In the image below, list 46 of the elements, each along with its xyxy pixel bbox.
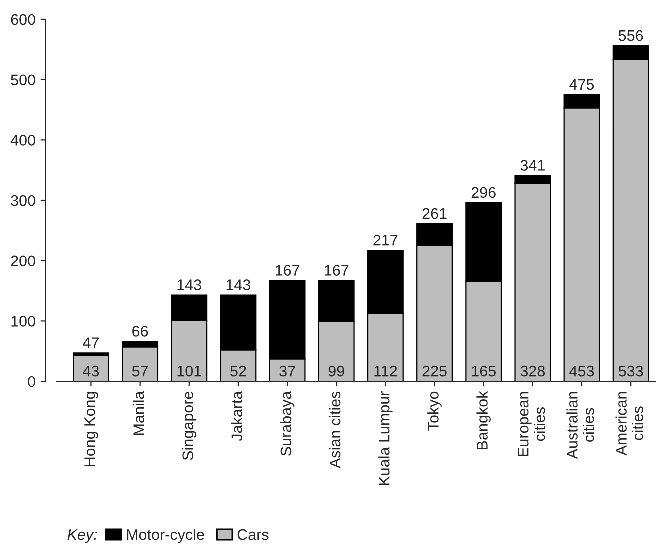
total-label: 167 [325,265,349,276]
y-tick-label: 200 [11,256,36,267]
data-label: 453 [570,366,594,377]
x-tick-label: Singapore [182,392,196,460]
total-label: 341 [520,160,545,171]
x-tick-label: Kuala Lumpur [378,392,393,486]
x-tick-label: Tokyo [428,392,442,431]
y-tick-label: 300 [11,195,36,206]
y-tick-label: 400 [10,135,36,146]
y-tick-label: 0 [28,376,36,388]
y-tick-label: 100 [12,316,36,327]
x-tick-label: Jakarta [231,391,243,442]
total-label: 167 [276,265,300,276]
total-label: 143 [178,280,202,290]
legend-label: Motor-cycle [127,529,204,544]
data-label: 328 [520,366,546,377]
data-label: 112 [374,366,398,377]
legend-title: Key: [68,530,98,544]
x-tick-label: Hong Kong [84,392,98,466]
data-label: 99 [328,366,344,377]
data-label: 43 [83,366,100,377]
data-label: 225 [422,366,447,377]
total-label: 296 [472,187,496,198]
data-label: 37 [280,366,296,377]
x-tick-label: Manila [133,391,144,436]
x-tick-label: Australian cities [566,392,594,460]
x-tick-label: Surabaya [280,391,295,456]
data-label: 533 [618,366,644,377]
total-label: 475 [570,79,594,90]
legend-label: Cars [238,529,269,540]
total-label: 66 [132,326,148,337]
x-tick-label: American cities [616,392,644,456]
total-label: 143 [226,280,251,290]
data-label: 101 [178,366,202,377]
total-label: 217 [374,234,398,246]
data-label: 165 [472,366,496,377]
data-label: 57 [132,366,148,377]
x-tick-label: European cities [518,392,546,456]
total-label: 261 [422,208,447,220]
total-label: 556 [618,30,644,42]
y-tick-label: 600 [11,14,36,26]
data-label: 52 [230,366,246,377]
total-label: 47 [83,338,99,348]
y-tick-label: 500 [11,74,36,86]
x-tick-label: Bangkok [476,391,491,450]
x-tick-label: Asian cities [329,392,341,469]
